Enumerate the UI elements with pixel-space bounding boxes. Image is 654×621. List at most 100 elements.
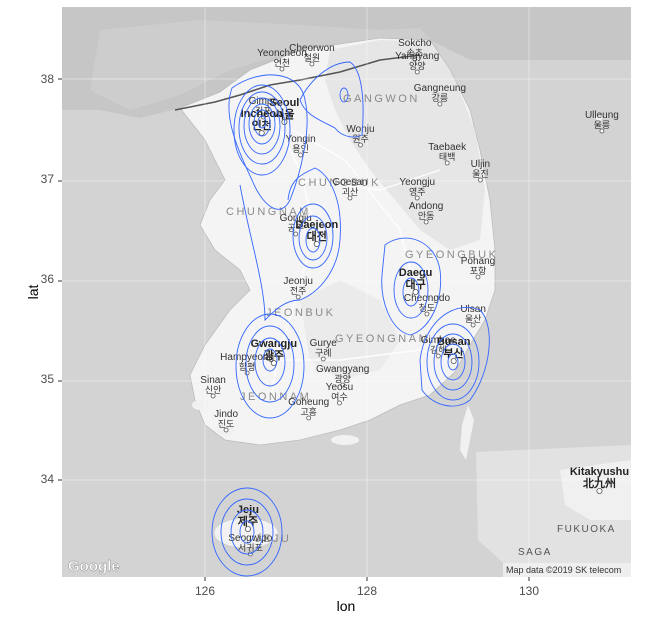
axis-ticks (58, 78, 530, 581)
city-marker (358, 142, 363, 148)
contour-jeju-2 (220, 498, 274, 566)
contour-busan-1 (419, 307, 490, 407)
contour-seoul-2 (233, 84, 291, 176)
region-gangwon: GANGWON (343, 93, 420, 105)
contour-gangwon-2 (339, 87, 349, 103)
city-name-ko: 대구 (405, 277, 425, 291)
contour-seoul-3 (238, 91, 286, 165)
contour-daegu-2 (393, 261, 429, 319)
contour-jeju-4 (239, 520, 255, 544)
city-name-en: Incheon (241, 108, 283, 120)
city-name-ko: 태백 (439, 152, 456, 163)
city-name-ko: 울진 (472, 169, 489, 180)
city-name-en: Daejeon (295, 219, 338, 231)
city-marker (347, 195, 353, 201)
city-name-ko: 구례 (315, 348, 332, 359)
city-name-en: Andong (409, 201, 443, 212)
city-name-ko: 여수 (331, 391, 348, 403)
city-name-en: Taebaek (428, 142, 467, 153)
city-name-ko: 영주 (409, 187, 426, 198)
city-name-en: Seogwipo (228, 533, 272, 544)
contour-daejeon-2 (298, 215, 328, 261)
contour-gwangju-1 (235, 313, 305, 419)
city-marker (414, 195, 420, 201)
x-tick-label: 128 (357, 584, 377, 598)
region-jeju: JEJU (255, 533, 291, 545)
city-name-ko: 전주 (290, 286, 307, 297)
city-marker (309, 61, 315, 67)
city-name-ko: 광양 (334, 373, 351, 385)
city-marker (423, 219, 429, 225)
city-name-en: Yeosu (326, 382, 353, 393)
city-name-ko: 울산 (465, 314, 482, 325)
city-name-en: Jindo (214, 409, 238, 420)
city-name-en: Yeongju (399, 177, 435, 188)
contour-seoul-1 (228, 74, 308, 210)
city-name-en: Yeoncheon (257, 48, 307, 59)
city-marker (444, 160, 450, 166)
region-gyeongnam: GYEONGNAM (335, 333, 430, 345)
city-name-en: Goesan (332, 177, 367, 188)
city-name-en: Cheorwon (289, 43, 335, 54)
city-marker (210, 393, 216, 399)
y-tick-label: 35 (41, 372, 55, 386)
city-name-en: Gangneung (414, 83, 466, 94)
contour-seoul-5 (248, 103, 276, 145)
city-name-ko: 부산 (444, 346, 464, 360)
city-name-ko: 괴산 (342, 187, 359, 198)
region-chungbuk: CHUNGBUK (298, 177, 381, 189)
ulleung-island (596, 115, 602, 121)
city-marker (320, 356, 326, 362)
city-name-ko: 울릉 (594, 120, 611, 131)
city-name-ko: 철원 (304, 53, 321, 64)
city-name-en: Gwangyang (316, 364, 369, 375)
y-tick-label: 38 (41, 72, 55, 86)
city-marker (412, 288, 419, 295)
city-marker (244, 526, 251, 533)
region-gyeongbuk: GYEONGBUK (405, 249, 498, 261)
city-name-ko: 용인 (292, 144, 309, 155)
city-name-en: Yongin (285, 134, 315, 145)
city-name-en: Sinan (200, 375, 226, 386)
city-name-en: Gurye (310, 338, 338, 349)
city-name-ko: 원주 (352, 134, 369, 145)
city-marker (298, 152, 303, 158)
city-marker (295, 294, 301, 300)
city-name-en: Busan (437, 336, 471, 348)
city-name-en: Gimhae (421, 335, 456, 346)
city-name-ko: 속초 (407, 48, 424, 59)
region-labels: GANGWON CHUNGBUK CHUNGNAM GYEONGBUK JEON… (226, 93, 614, 558)
kitakyushu-land (560, 460, 631, 520)
city-marker (412, 56, 418, 62)
contour-gangwon-1 (299, 61, 364, 138)
attribution-bg (503, 563, 631, 577)
city-name-ko: 서귀포 (238, 543, 263, 554)
city-marker (424, 311, 430, 317)
city-name-en: Ulleung (585, 110, 619, 121)
contour-seoul-6 (253, 109, 271, 137)
city-name-ko: 청도 (419, 303, 436, 314)
city-marker (475, 274, 481, 280)
city-name-ko: 北九州 (583, 476, 616, 490)
city-name-en: Uljin (471, 159, 490, 170)
y-tick-label: 37 (41, 172, 55, 186)
city-marker (437, 101, 443, 107)
city-name-ko: 강릉 (432, 93, 449, 104)
taebaek-mountains (325, 40, 485, 250)
dmz-line (174, 54, 421, 111)
city-marker (279, 66, 285, 72)
x-tick-label: 130 (519, 584, 539, 598)
city-name-ko: 인천 (252, 118, 272, 132)
city-name-ko: 양양 (409, 61, 426, 72)
gridlines (62, 7, 631, 577)
